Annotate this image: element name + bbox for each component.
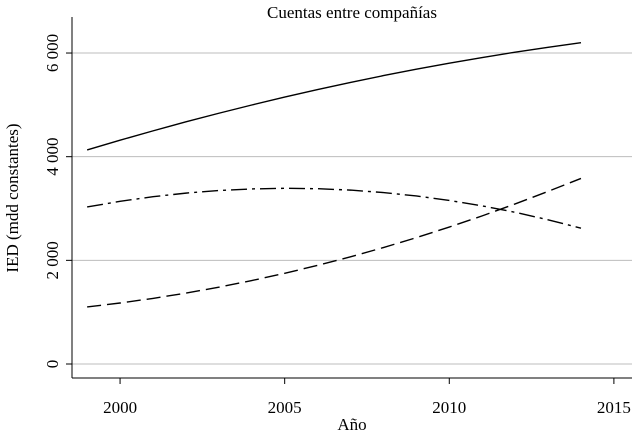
x-tick-label: 2010 <box>432 398 466 417</box>
y-tick-label: 6 000 <box>43 34 62 72</box>
x-tick-label: 2005 <box>268 398 302 417</box>
x-tick-label: 2000 <box>103 398 137 417</box>
x-axis-label: Año <box>337 415 366 434</box>
chart-title: Cuentas entre compañías <box>267 3 437 22</box>
y-tick-label: 2 000 <box>43 241 62 279</box>
line-series <box>87 187 582 229</box>
line-series <box>86 41 582 151</box>
line-series <box>87 177 582 308</box>
y-axis-label: IED (mdd constantes) <box>3 123 22 272</box>
y-tick-label: 4 000 <box>43 138 62 176</box>
x-tick-label: 2015 <box>597 398 631 417</box>
y-tick-label: 0 <box>43 360 62 369</box>
